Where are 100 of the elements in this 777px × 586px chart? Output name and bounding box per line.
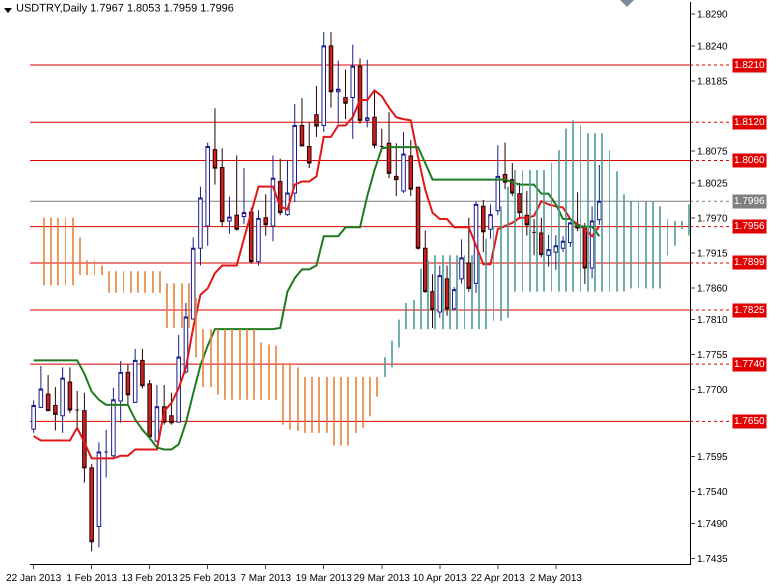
candlestick (582, 222, 588, 284)
x-tick-label: 10 Apr 2013 (412, 573, 468, 584)
y-tick-label: 1.7540 (697, 486, 728, 498)
bar (260, 342, 262, 400)
bar (587, 133, 589, 292)
candlestick (31, 400, 36, 434)
candlestick (314, 86, 319, 138)
y-tick-label: 1.8025 (697, 178, 728, 190)
candlestick (466, 217, 472, 292)
candlestick (74, 390, 80, 428)
y-tick-label: 1.8185 (697, 76, 728, 88)
candlestick (532, 218, 536, 256)
line-series (32, 89, 600, 460)
candlestick (256, 210, 261, 266)
bar (72, 218, 74, 286)
candlestick (401, 131, 406, 194)
chart-title: USDTRY,Daily 1.7967 1.8053 1.7959 1.7996 (16, 2, 234, 15)
bar (601, 133, 603, 292)
bar (688, 204, 690, 236)
bar (652, 201, 654, 288)
candlestick (198, 186, 203, 266)
bar (420, 268, 422, 330)
bar (398, 320, 400, 348)
y-tick-label: 1.7915 (697, 248, 728, 260)
bar (558, 150, 560, 292)
bar (86, 260, 88, 276)
candlestick (176, 334, 181, 424)
candlestick (336, 60, 341, 124)
bar (543, 170, 545, 292)
bar (362, 376, 364, 428)
y-tick-label: 1.8290 (697, 10, 728, 21)
candlestick (234, 154, 239, 231)
candlestick (306, 122, 312, 169)
bar (173, 283, 175, 328)
candlestick (444, 265, 450, 316)
bar (159, 271, 161, 293)
candlestick (154, 384, 160, 443)
candlestick (212, 108, 218, 186)
candlestick (96, 442, 102, 548)
bar (144, 271, 146, 293)
ref-line-label: 1.7956 (734, 221, 766, 232)
bar (681, 220, 683, 230)
ref-line-label: 1.8060 (734, 155, 766, 166)
candlestick (89, 464, 94, 552)
ref-line-label: 1.8210 (734, 60, 766, 71)
candlestick (474, 200, 478, 294)
candlestick (343, 68, 348, 120)
candlestick (190, 236, 196, 320)
candlestick (358, 58, 362, 124)
candlestick (46, 374, 50, 412)
candlestick (104, 429, 108, 478)
bar (195, 298, 197, 358)
bar (355, 376, 357, 433)
x-tick-label: 2 May 2013 (530, 573, 582, 584)
candlestick (364, 59, 370, 128)
ref-line-label: 1.7650 (734, 416, 766, 427)
bar (456, 255, 458, 330)
bar (43, 218, 45, 286)
candlestick (372, 90, 377, 149)
candlestick (452, 286, 457, 311)
bar (391, 340, 393, 368)
candlestick (488, 204, 493, 240)
bar (471, 255, 473, 330)
bar (217, 329, 219, 395)
x-tick-label: 1 Feb 2013 (66, 573, 118, 584)
bar (347, 376, 349, 446)
candlestick (321, 31, 326, 132)
bar (485, 238, 487, 330)
bar (536, 170, 538, 292)
candlestick (300, 98, 304, 147)
bar (166, 283, 168, 328)
candlestick (126, 364, 130, 406)
candlestick (386, 112, 392, 179)
bar (449, 255, 451, 330)
bar (108, 271, 110, 293)
y-tick-label: 1.8075 (697, 146, 728, 158)
bar (326, 376, 328, 433)
bar (514, 170, 516, 292)
bar (405, 303, 407, 330)
candlestick (292, 103, 297, 202)
y-tick-label: 1.7700 (697, 385, 728, 396)
bar (333, 376, 335, 446)
candlestick (524, 190, 530, 236)
bar (507, 186, 509, 318)
bar (231, 329, 233, 400)
bar (674, 220, 676, 246)
bar (318, 376, 320, 433)
bar (268, 344, 270, 400)
candlestick (416, 186, 420, 250)
candlestick (539, 217, 544, 258)
bar (630, 201, 632, 288)
bar (623, 194, 625, 292)
y-tick-label: 1.7755 (697, 350, 728, 362)
ref-line-label: 1.7996 (734, 196, 766, 207)
candlestick (270, 154, 276, 242)
bar (275, 346, 277, 400)
candlestick (546, 234, 551, 268)
bar (282, 362, 284, 425)
candlestick (53, 386, 58, 431)
candlestick (379, 128, 384, 149)
